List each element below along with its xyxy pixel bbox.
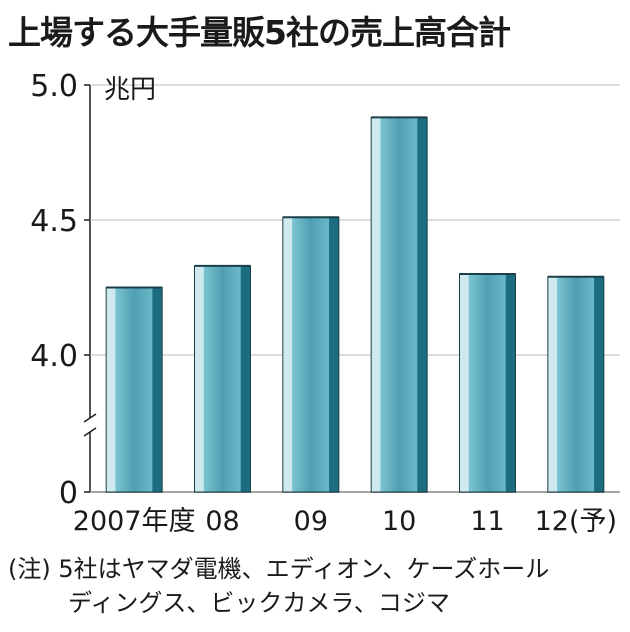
- bar: [282, 216, 340, 493]
- axis-break-mark-2: [83, 427, 97, 437]
- unit-label: 兆円: [104, 75, 156, 105]
- y-tick-label: 0: [59, 476, 78, 511]
- footnote: (注) 5社はヤマダ電機、エディオン、ケーズホール ディングス、ビックカメラ、コ…: [8, 552, 623, 620]
- footnote-line-1: (注) 5社はヤマダ電機、エディオン、ケーズホール: [8, 555, 550, 583]
- bars: [105, 116, 605, 493]
- bar: [105, 287, 163, 493]
- bar: [547, 276, 605, 493]
- x-tick-label: 10: [382, 506, 416, 537]
- y-tick-label: 4.0: [30, 339, 78, 374]
- bar-chart: 5.0 4.5 4.0 0 兆円 2007年度 08 09 10 11 12(予): [30, 69, 620, 537]
- x-tick-label: 08: [205, 506, 239, 537]
- x-tick-label: 11: [470, 506, 504, 537]
- chart-title: 上場する大手量販5社の売上高合計: [8, 13, 511, 52]
- labels: 5.0 4.5 4.0 0 兆円 2007年度 08 09 10 11 12(予): [30, 69, 617, 537]
- axis-break-mark-1: [83, 413, 97, 423]
- footnote-line-2: ディングス、ビックカメラ、コジマ: [68, 589, 450, 617]
- x-tick-label: 2007年度: [73, 506, 196, 537]
- x-tick-label: 09: [294, 506, 328, 537]
- bar: [459, 273, 516, 493]
- bar: [194, 265, 251, 493]
- axes: [83, 84, 620, 493]
- x-tick-label: 12(予): [535, 506, 617, 537]
- y-tick-label: 4.5: [30, 204, 78, 239]
- y-tick-label: 5.0: [30, 69, 78, 104]
- bar: [370, 116, 428, 493]
